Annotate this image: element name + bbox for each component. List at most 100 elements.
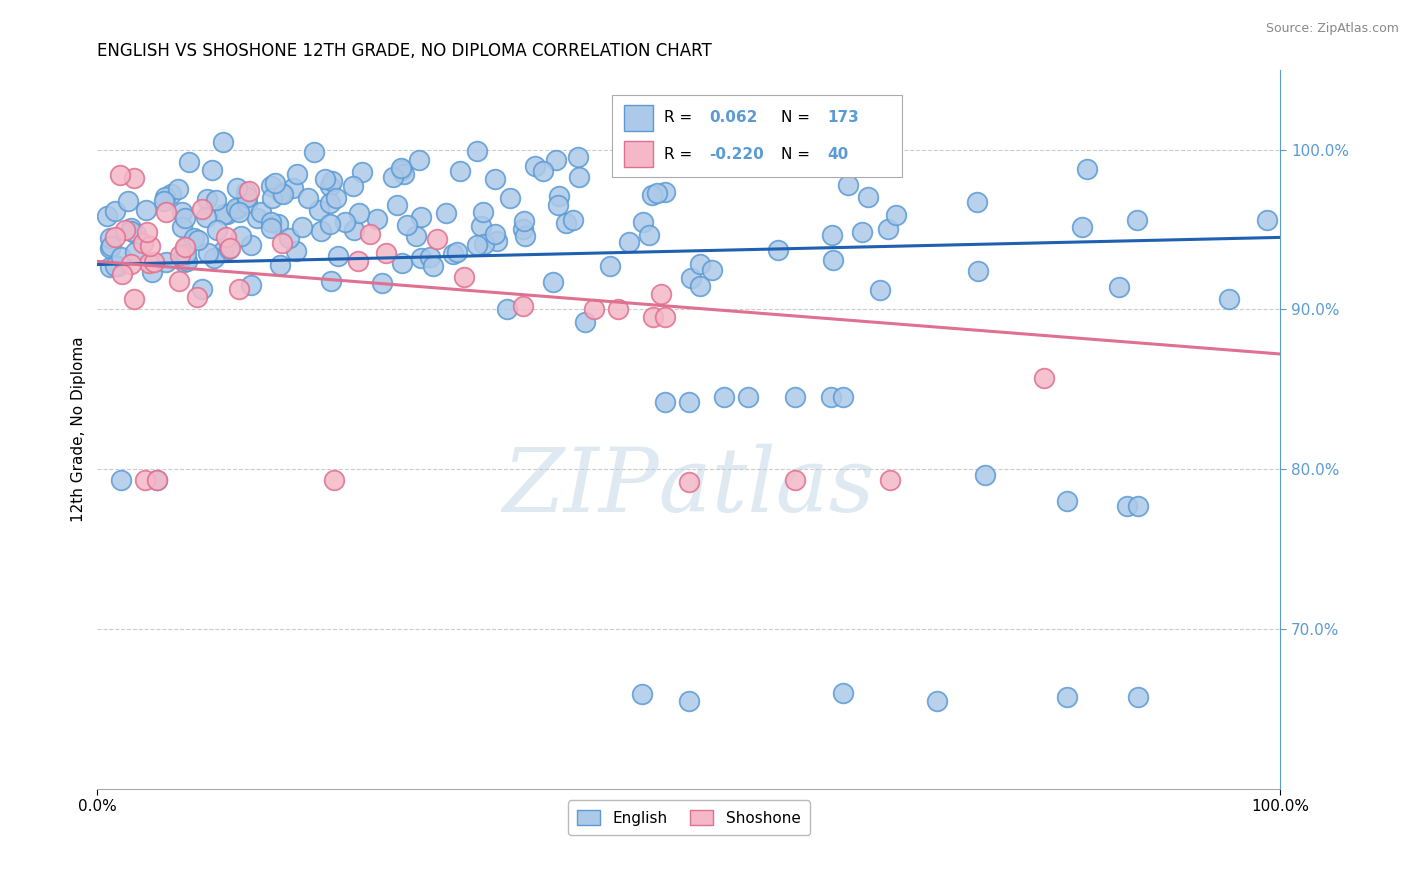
Point [125,227,148,241]
Point [643,310,665,325]
Point [187,233,209,247]
Text: N =: N = [782,147,810,161]
Text: Source: ZipAtlas.com: Source: ZipAtlas.com [1265,22,1399,36]
Point [1076,161,1098,176]
Point [359,227,381,242]
Point [973,468,995,483]
Point [877,222,900,236]
Point [201,163,224,178]
Point [1126,213,1149,227]
Point [122,293,145,307]
Point [606,302,628,317]
Point [103,229,125,244]
Point [343,223,366,237]
Point [271,186,294,201]
Point [291,220,314,235]
Point [321,274,343,288]
Point [823,252,845,267]
Point [176,253,198,268]
Point [541,275,564,289]
Point [385,197,408,211]
Point [678,475,700,489]
Point [260,178,283,193]
Point [283,181,305,195]
Point [172,204,194,219]
Point [785,390,807,404]
Point [700,262,723,277]
Point [375,246,398,260]
Point [831,686,853,700]
Point [967,263,990,277]
Point [100,239,122,253]
Point [323,473,346,487]
Point [645,186,668,201]
Point [260,191,283,205]
Point [319,195,342,210]
Point [319,178,342,193]
Point [453,270,475,285]
Point [1056,494,1078,508]
Point [650,286,672,301]
Point [820,390,842,404]
Point [567,150,589,164]
Point [103,203,125,218]
Text: 0.062: 0.062 [709,111,758,126]
Point [523,159,546,173]
Text: R =: R = [664,147,692,161]
Point [689,257,711,271]
Point [225,201,247,215]
Point [260,220,283,235]
Point [884,208,907,222]
Point [638,228,661,243]
Point [319,217,342,231]
Point [212,135,235,149]
Point [446,244,468,259]
Point [879,473,901,487]
Point [869,283,891,297]
Point [1070,220,1092,235]
Point [499,191,522,205]
Point [110,168,132,182]
Point [271,235,294,250]
Point [837,178,859,192]
Point [260,215,283,229]
Point [120,220,142,235]
Point [679,270,702,285]
Point [155,255,177,269]
Point [135,203,157,218]
Point [104,259,127,273]
Point [326,249,349,263]
Point [349,205,371,219]
Point [111,268,134,282]
Point [229,229,252,244]
Point [145,473,167,487]
Point [547,197,569,211]
Point [195,192,218,206]
Point [472,236,495,251]
Point [485,234,508,248]
Point [470,219,492,233]
Point [240,278,263,293]
Point [325,191,347,205]
Point [240,237,263,252]
Point [484,172,506,186]
Point [1032,371,1054,385]
Point [141,264,163,278]
Point [562,213,585,227]
Point [484,227,506,241]
Point [599,259,621,273]
Point [96,209,118,223]
Point [512,221,534,235]
Point [228,205,250,219]
Point [309,224,332,238]
Point [194,211,217,225]
Point [270,186,292,201]
Point [135,225,157,239]
Point [170,219,193,234]
Point [342,178,364,193]
Point [107,259,129,273]
Point [831,390,853,404]
Point [689,279,711,293]
Point [409,251,432,265]
Point [1128,690,1150,705]
